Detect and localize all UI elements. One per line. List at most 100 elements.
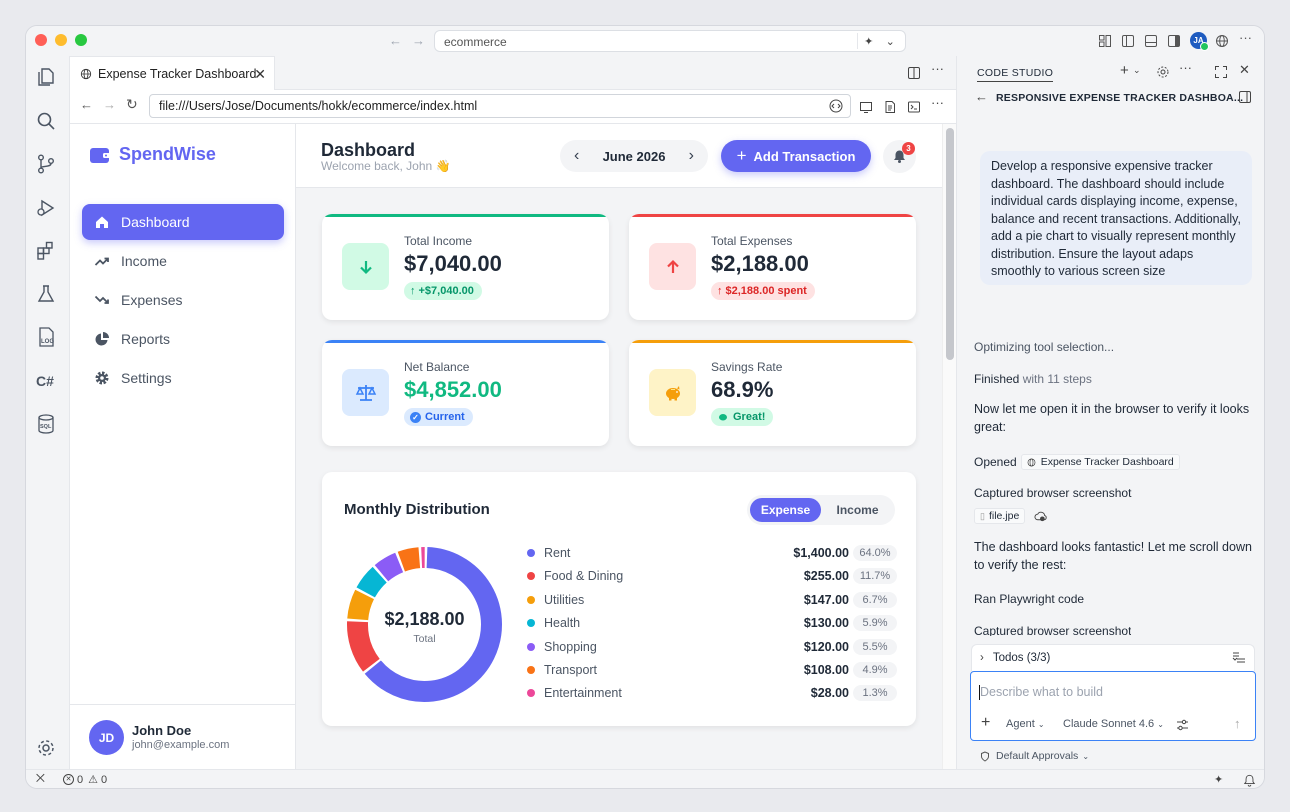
ran-playwright-status[interactable]: Ran Playwright code [974,592,1085,606]
layout-customize-icon[interactable] [1098,34,1112,48]
close-panel-icon[interactable]: ✕ [1239,62,1250,77]
more-actions-icon[interactable]: ··· [931,95,944,110]
donut-slice-rent[interactable] [364,547,502,702]
testing-flask-icon[interactable] [35,283,57,305]
source-control-icon[interactable] [35,153,57,175]
donut-slice-shopping[interactable] [374,552,404,582]
finished-status[interactable]: Finished with 11 steps [974,372,1092,386]
legend-value: $28.00 [810,686,849,701]
reload-icon[interactable]: ↻ [126,96,138,112]
back-arrow-icon[interactable]: ← [975,89,988,104]
maximize-icon[interactable] [1214,65,1228,79]
more-icon[interactable]: ··· [1179,60,1192,75]
todos-row[interactable]: › Todos (3/3) [971,644,1255,671]
more-actions-icon[interactable]: ··· [931,61,944,76]
attach-plus-icon[interactable]: + [981,714,991,731]
back-arrow-icon[interactable]: ← [389,33,402,48]
clear-list-icon[interactable] [1232,652,1246,664]
maximize-window-button[interactable] [75,34,87,46]
file-chip[interactable]: ▯ file.jpe [974,508,1026,524]
copilot-menu[interactable]: ✦ ⌄ [857,33,901,49]
settings-gear-icon[interactable] [35,737,57,759]
legend-item[interactable]: Transport $108.00 4.9% [527,661,897,679]
next-month-icon[interactable]: › [688,147,694,164]
add-transaction-button[interactable]: + Add Transaction [721,140,871,172]
send-arrow-icon[interactable]: ↑ [1234,716,1241,731]
legend-item[interactable]: Health $130.00 5.9% [527,614,897,632]
extensions-icon[interactable] [35,240,57,262]
terminal-icon[interactable] [907,100,921,114]
legend-label: Utilities [544,592,585,607]
nav-income[interactable]: Income [82,243,284,279]
remote-icon[interactable]: ⨉ [36,773,45,785]
close-window-button[interactable] [35,34,47,46]
nav-settings[interactable]: Settings [82,360,284,396]
scrollbar-thumb[interactable] [946,128,954,360]
user-profile[interactable]: JD John Doe john@example.com [70,704,296,769]
sql-database-icon[interactable]: SQL [35,413,57,435]
prev-month-icon[interactable]: ‹ [574,147,580,164]
problems-indicator[interactable]: ✕ 0 ⚠ 0 [63,773,107,786]
legend-item[interactable]: Shopping $120.00 5.5% [527,638,897,656]
tab-expense-tracker[interactable]: Expense Tracker Dashboard ✕ [70,56,275,90]
legend-color-dot [527,666,535,674]
globe-icon[interactable] [1215,34,1229,48]
donut-slice-food-dining[interactable] [347,621,380,672]
explorer-files-icon[interactable] [35,66,57,88]
back-arrow-icon[interactable]: ← [80,97,93,112]
toggle-panel-icon[interactable] [1144,34,1158,48]
command-center-input[interactable]: ecommerce ✦ ⌄ [434,30,906,52]
split-editor-icon[interactable] [907,66,921,80]
account-avatar[interactable]: JA [1190,32,1209,51]
document-icon[interactable] [883,100,897,114]
chat-input[interactable]: Describe what to build + Agent ⌄ Claude … [970,671,1256,741]
expense-toggle-button[interactable]: Expense [750,498,821,522]
close-tab-icon[interactable]: ✕ [254,66,266,82]
finished-steps: with 11 steps [1022,372,1092,386]
legend-item[interactable]: Utilities $147.00 6.7% [527,591,897,609]
legend-item[interactable]: Food & Dining $255.00 11.7% [527,567,897,585]
model-dropdown[interactable]: Claude Sonnet 4.6 ⌄ [1063,718,1164,730]
opened-page-chip[interactable]: Expense Tracker Dashboard [1020,454,1180,470]
nav-reports[interactable]: Reports [82,321,284,357]
donut-slice-transport[interactable] [397,547,421,572]
chevron-down-icon[interactable]: ⌄ [1133,65,1141,75]
cloud-sync-icon[interactable] [1034,510,1047,523]
distribution-toggle: Expense Income [747,495,895,525]
code-toggle-icon[interactable] [828,98,844,114]
log-file-icon[interactable]: LOG [35,326,57,348]
legend-color-dot [527,549,535,557]
url-input[interactable]: file:///Users/Jose/Documents/hokk/ecomme… [149,94,851,118]
tools-config-icon[interactable] [1176,719,1189,731]
agent-mode-dropdown[interactable]: Agent ⌄ [1006,718,1045,730]
more-icon[interactable]: ··· [1239,30,1252,45]
search-icon[interactable] [35,110,57,132]
donut-slice-utilities[interactable] [347,589,375,621]
card-value: $7,040.00 [404,251,502,276]
new-chat-plus-icon[interactable]: + [1120,62,1129,79]
notification-bell-icon[interactable] [1243,774,1256,787]
legend-item[interactable]: Entertainment $28.00 1.3% [527,684,897,702]
donut-slice-health[interactable] [356,566,388,598]
copilot-sparkle-icon[interactable]: ✦ [1214,774,1224,786]
brand-logo[interactable]: SpendWise [89,144,216,165]
minimize-window-button[interactable] [55,34,67,46]
notifications-button[interactable]: 3 [883,140,916,173]
gear-icon[interactable] [1156,65,1170,79]
svg-text:LOG: LOG [41,339,54,345]
screenshot-icon[interactable] [859,100,873,114]
legend-item[interactable]: Rent $1,400.00 64.0% [527,544,897,562]
toggle-secondary-sidebar-icon[interactable] [1167,34,1181,48]
approvals-dropdown[interactable]: Default Approvals ⌄ [980,750,1089,762]
income-toggle-button[interactable]: Income [836,503,879,517]
panel-title-tab[interactable]: CODE STUDIO [977,67,1054,82]
nav-expenses[interactable]: Expenses [82,282,284,318]
run-debug-icon[interactable] [35,197,57,219]
nav-dashboard[interactable]: Dashboard [82,204,284,240]
forward-arrow-icon[interactable]: → [103,97,116,112]
sidebar-toggle-icon[interactable] [1238,90,1252,104]
csharp-icon[interactable]: C# [35,370,57,392]
page-scrollbar[interactable] [942,124,957,769]
toggle-sidebar-icon[interactable] [1121,34,1135,48]
forward-arrow-icon[interactable]: → [412,33,425,48]
